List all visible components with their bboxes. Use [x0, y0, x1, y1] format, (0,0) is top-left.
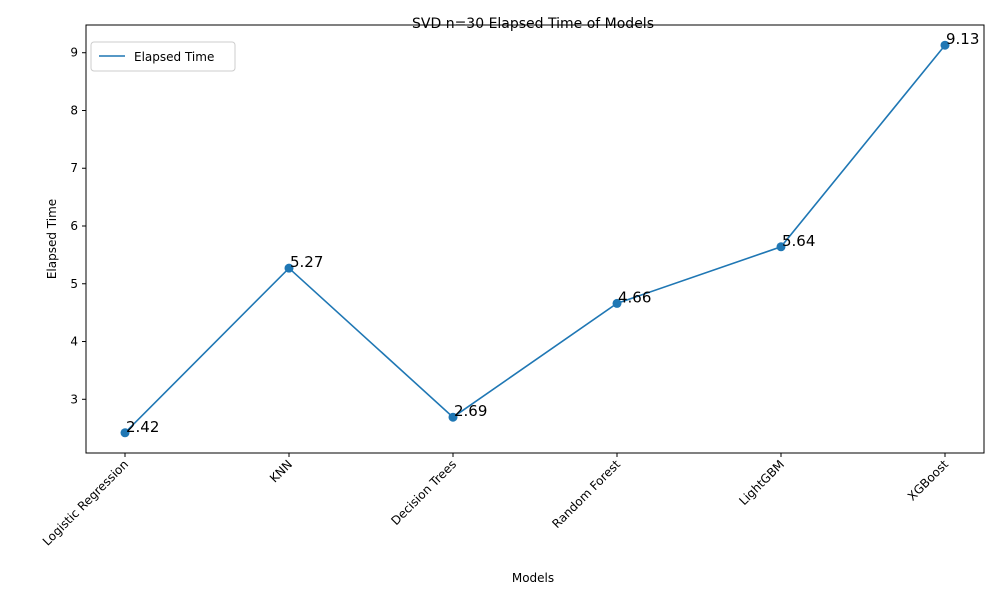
legend-box: [90, 41, 236, 72]
data-point: [448, 412, 458, 422]
y-tick-label: 6: [70, 219, 78, 233]
data-point: [284, 263, 294, 273]
y-axis-ticks: 3 4 5 6 7 8 9: [70, 46, 86, 406]
data-points: [120, 40, 950, 438]
data-point: [612, 298, 622, 308]
y-tick-label: 4: [70, 335, 78, 349]
chart-title: SVD n=30 Elapsed Time of Models: [412, 16, 654, 32]
data-label: 9.13: [946, 30, 979, 48]
y-axis-label: Elapsed Time: [45, 199, 59, 279]
data-label: 4.66: [618, 288, 651, 306]
y-tick-label: 5: [70, 277, 78, 291]
series-line-elapsed-time: [124, 44, 946, 434]
legend-label: Elapsed Time: [134, 50, 214, 64]
plot-frame: [85, 24, 985, 454]
data-labels: 2.42 5.27 2.69 4.66 5.64 9.13: [126, 30, 979, 436]
legend: Elapsed Time: [90, 41, 236, 72]
data-label: 2.42: [126, 418, 159, 436]
y-tick-label: 9: [70, 46, 78, 60]
y-tick-label: 7: [70, 161, 78, 175]
y-tick-label: 3: [70, 392, 78, 406]
data-label: 2.69: [454, 402, 487, 420]
y-tick-label: 8: [70, 103, 78, 117]
data-label: 5.64: [782, 232, 815, 250]
x-axis-label: Models: [512, 571, 554, 585]
data-point: [776, 242, 786, 252]
data-point: [120, 428, 130, 438]
data-point: [940, 40, 950, 50]
data-label: 5.27: [290, 253, 323, 271]
